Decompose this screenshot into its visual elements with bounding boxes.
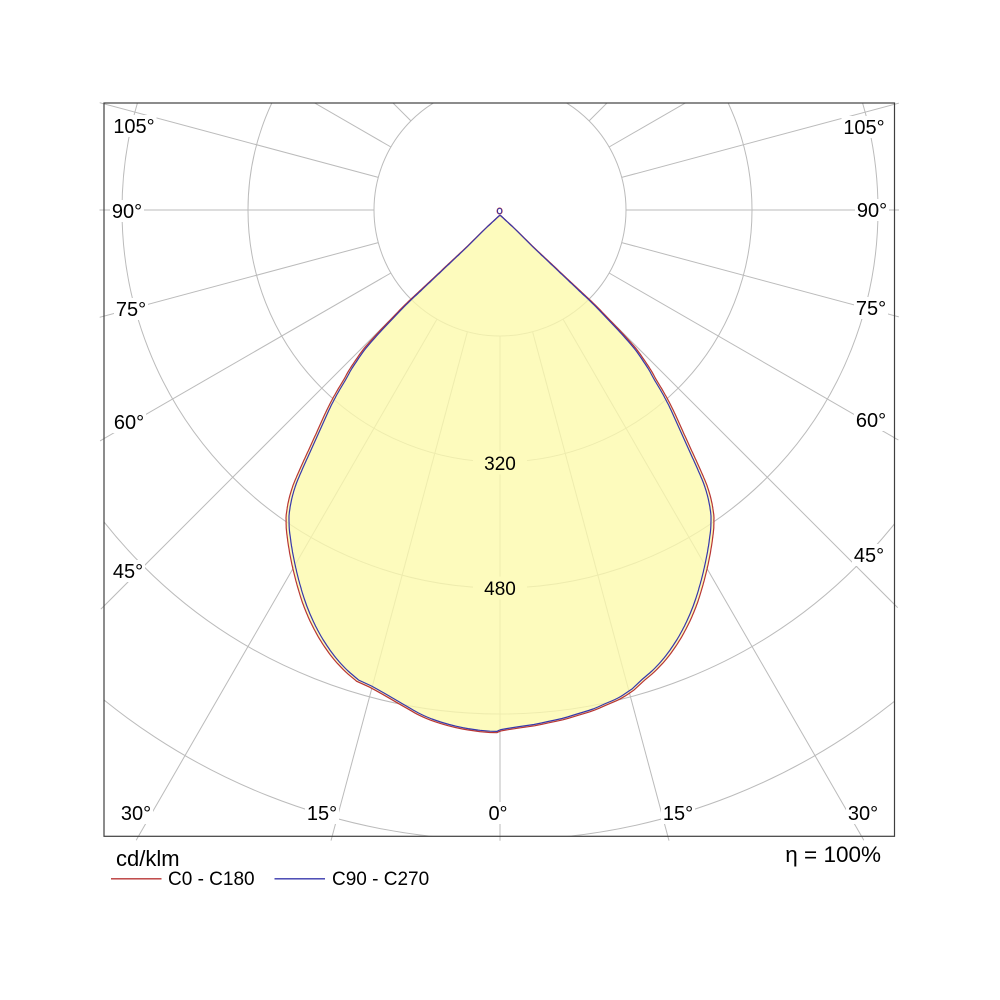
svg-text:C90 - C270: C90 - C270	[332, 869, 429, 890]
svg-text:η = 100%: η = 100%	[785, 842, 881, 867]
svg-text:15°: 15°	[307, 803, 337, 825]
svg-text:45°: 45°	[854, 545, 884, 567]
svg-text:30°: 30°	[848, 803, 878, 825]
svg-text:cd/klm: cd/klm	[116, 846, 180, 871]
svg-text:90°: 90°	[857, 200, 887, 222]
svg-text:30°: 30°	[121, 803, 151, 825]
svg-text:60°: 60°	[856, 410, 886, 432]
svg-text:15°: 15°	[663, 803, 693, 825]
svg-text:75°: 75°	[856, 298, 886, 320]
svg-text:105°: 105°	[113, 116, 154, 138]
svg-text:320: 320	[484, 454, 516, 475]
svg-text:480: 480	[484, 579, 516, 600]
svg-text:90°: 90°	[112, 201, 142, 223]
svg-text:105°: 105°	[843, 117, 884, 139]
svg-text:75°: 75°	[116, 299, 146, 321]
svg-text:0°: 0°	[488, 803, 507, 825]
svg-text:45°: 45°	[113, 561, 143, 583]
svg-text:60°: 60°	[114, 412, 144, 434]
svg-text:C0 - C180: C0 - C180	[168, 869, 255, 890]
